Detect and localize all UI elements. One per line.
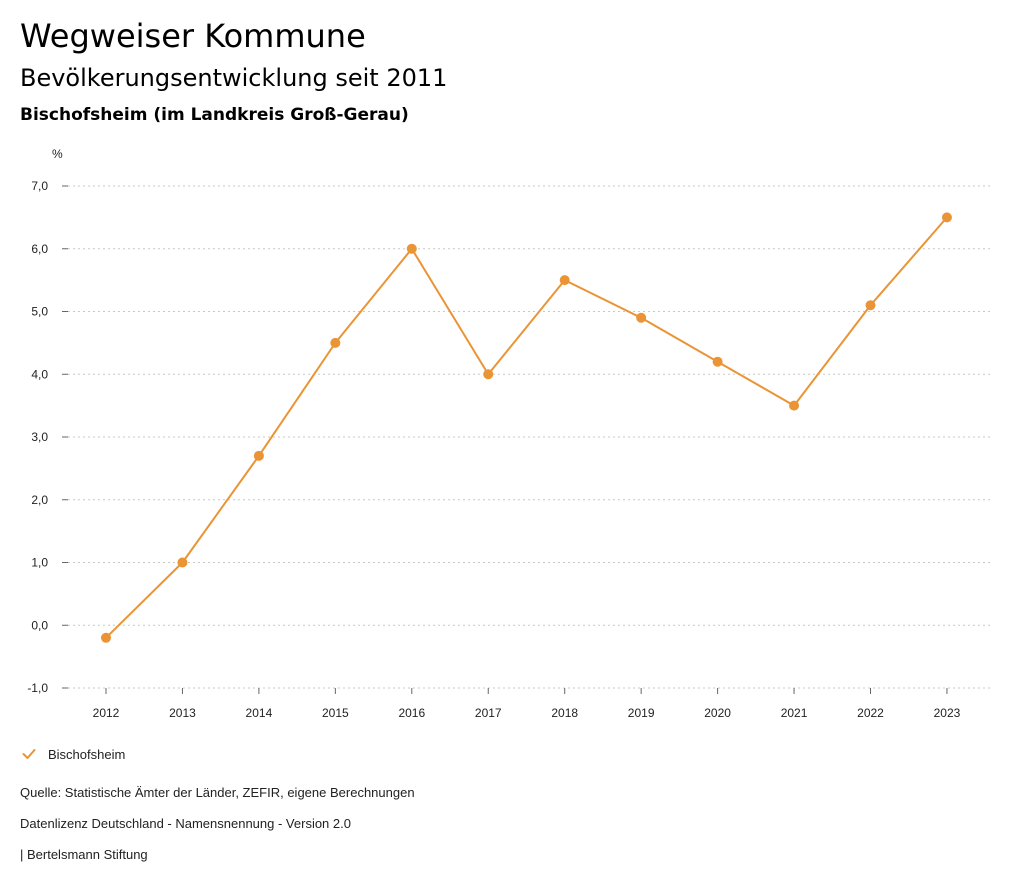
x-tick-label: 2018	[551, 706, 578, 720]
data-point[interactable]: 2015: 4,5	[330, 337, 341, 348]
legend-label: Bischofsheim	[48, 746, 126, 762]
x-tick-label: 2013	[169, 706, 196, 720]
x-tick-label: 2017	[475, 706, 502, 720]
y-tick-label: -1,0	[27, 681, 48, 695]
x-tick-label: 2022	[857, 706, 884, 720]
y-tick-label: 1,0	[31, 556, 48, 570]
x-tick-label: 2020	[704, 706, 731, 720]
x-tick-label: 2012	[93, 706, 120, 720]
y-tick-label: 6,0	[31, 242, 48, 256]
x-tick-label: 2019	[628, 706, 655, 720]
data-point[interactable]: 2012: -0,2	[101, 632, 111, 643]
data-points: 2012: -0,2 2013: 1 2014: 2,7 2015: 4,5 2016:…	[101, 212, 952, 643]
x-tick-label: 2016	[398, 706, 425, 720]
grid-lines	[68, 185, 990, 689]
license-note: Datenlizenz Deutschland - Namensnennung …	[20, 816, 351, 831]
series-line	[105, 216, 948, 639]
data-point[interactable]: 2014: 2,7	[253, 450, 264, 461]
credit-note: | Bertelsmann Stiftung	[20, 847, 148, 862]
data-point[interactable]: 2013: 1	[177, 557, 188, 568]
data-point[interactable]: 2018: 5,5	[559, 275, 570, 286]
source-note: Quelle: Statistische Ämter der Länder, Z…	[20, 785, 415, 800]
y-tick-label: 0,0	[31, 618, 48, 632]
check-icon	[22, 749, 36, 759]
y-tick-label: 3,0	[31, 430, 48, 444]
series-line-bischofsheim	[105, 216, 948, 639]
data-point[interactable]: 2022: 5,1	[865, 300, 876, 311]
data-point[interactable]: 2019: 4,9	[636, 312, 647, 323]
legend-item-bischofsheim[interactable]: Bischofsheim	[22, 744, 125, 764]
data-point[interactable]: 2020: 4,2	[712, 356, 723, 367]
axes: % -1,0 0,0 1,0 2,0 3,0 4,0 5,0 6,0 7,0 2012 2013 201…	[27, 147, 960, 720]
y-tick-label: 5,0	[31, 305, 48, 319]
x-tick-label: 2015	[322, 706, 349, 720]
x-tick-label: 2021	[781, 706, 808, 720]
data-point[interactable]: 2021: 3,5	[789, 400, 800, 411]
chart-title: Wegweiser Kommune	[20, 17, 366, 55]
y-tick-label: 7,0	[31, 179, 48, 193]
line-chart: % -1,0 0,0 1,0 2,0 3,0 4,0 5,0 6,0 7,0 2012 2013 201…	[27, 147, 990, 720]
y-axis-unit: %	[52, 147, 63, 161]
region-label: Bischofsheim (im Landkreis Groß-Gerau)	[20, 105, 409, 125]
data-point[interactable]: 2017: 4	[483, 369, 494, 380]
x-tick-label: 2014	[246, 706, 273, 720]
y-tick-label: 4,0	[31, 367, 48, 381]
data-point[interactable]: 2023: 6,5	[941, 212, 952, 223]
chart-subtitle: Bevölkerungsentwicklung seit 2011	[20, 64, 448, 92]
data-point[interactable]: 2016: 6	[406, 243, 417, 254]
x-tick-label: 2023	[934, 706, 961, 720]
y-tick-label: 2,0	[31, 493, 48, 507]
